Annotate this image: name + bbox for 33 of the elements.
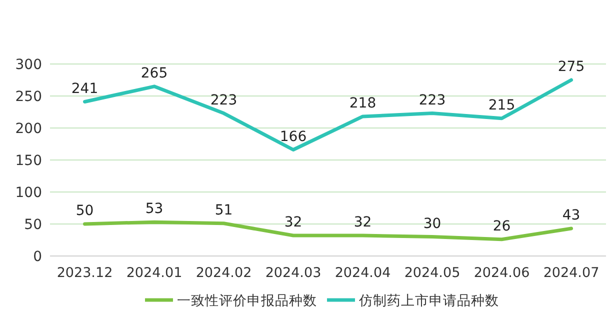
data-label: 241 — [71, 80, 98, 97]
y-tick-label: 250 — [15, 89, 42, 105]
data-label: 166 — [280, 128, 307, 145]
x-tick-label: 2024.04 — [334, 265, 391, 281]
data-label: 50 — [76, 203, 94, 219]
data-label: 32 — [284, 214, 302, 231]
data-label: 30 — [423, 216, 442, 232]
data-label: 223 — [418, 92, 446, 108]
x-tick-label: 2024.05 — [404, 265, 460, 281]
x-tick-label: 2023.12 — [56, 265, 113, 281]
y-tick-label: 200 — [15, 121, 42, 137]
y-tick-label: 300 — [15, 57, 42, 73]
x-tick-label: 2024.06 — [474, 265, 530, 281]
y-tick-label: 150 — [15, 153, 42, 169]
y-tick-label: 50 — [24, 217, 42, 233]
data-label: 32 — [354, 214, 372, 231]
data-label: 218 — [349, 95, 376, 112]
data-label: 275 — [558, 59, 585, 75]
data-label: 223 — [210, 92, 238, 108]
data-label: 26 — [492, 218, 511, 234]
data-label: 51 — [214, 202, 233, 218]
data-label: 215 — [488, 97, 516, 114]
y-tick-label: 100 — [15, 185, 42, 201]
legend-label: 一致性评价申报品种数 — [177, 293, 317, 309]
data-label: 265 — [140, 65, 168, 82]
legend-label: 仿制药上市申请品种数 — [358, 293, 499, 309]
data-label: 53 — [145, 201, 164, 218]
x-tick-label: 2024.02 — [196, 265, 252, 281]
x-tick-label: 2024.01 — [126, 265, 182, 281]
data-label: 43 — [562, 207, 580, 224]
x-tick-label: 2024.07 — [543, 265, 600, 281]
y-tick-label: 0 — [33, 249, 42, 265]
x-tick-label: 2024.03 — [265, 265, 322, 281]
